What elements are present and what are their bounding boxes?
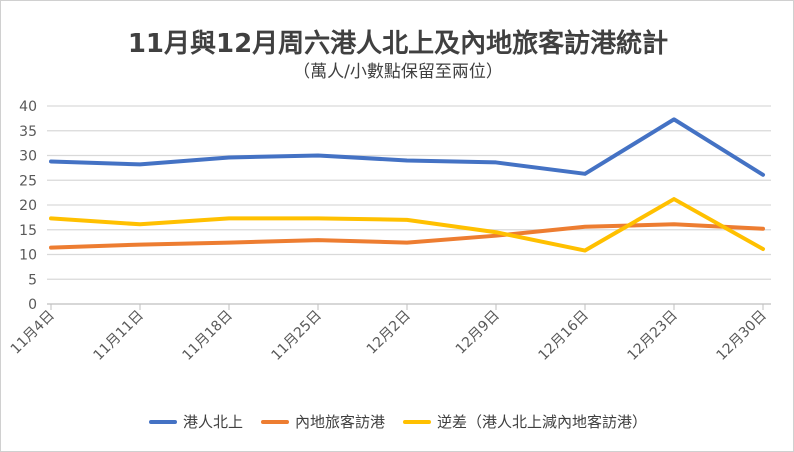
legend-swatch — [403, 419, 431, 424]
legend-item: 港人北上 — [148, 411, 243, 432]
legend-label: 逆差（港人北上減內地客訪港） — [437, 413, 648, 431]
x-tick-label: 12月30日 — [714, 308, 770, 364]
x-tick-label: 11月4日 — [8, 308, 58, 358]
x-tick-label: 12月16日 — [536, 308, 592, 364]
x-tick-label: 11月18日 — [180, 308, 236, 364]
x-tick-label: 12月23日 — [625, 308, 681, 364]
series-line-0 — [49, 117, 765, 177]
y-tick-label: 5 — [28, 272, 37, 288]
legend-item: 內地旅客訪港 — [260, 411, 385, 432]
y-tick-label: 35 — [19, 124, 37, 140]
y-tick-label: 0 — [28, 297, 37, 313]
x-tick-label: 11月25日 — [269, 308, 325, 364]
y-tick-label: 10 — [19, 248, 37, 264]
x-tick-label: 11月11日 — [91, 308, 147, 364]
x-tick-label: 12月9日 — [453, 308, 503, 358]
y-tick-label: 30 — [19, 149, 37, 165]
legend-label: 內地旅客訪港 — [294, 413, 385, 431]
legend-label: 港人北上 — [182, 413, 243, 431]
x-tick-label: 12月2日 — [364, 308, 414, 358]
series-line-1 — [49, 222, 765, 250]
y-tick-label: 25 — [19, 173, 37, 189]
legend-swatch — [148, 419, 177, 424]
chart-title: 11月與12月周六港人北上及內地旅客訪港統計 — [127, 29, 669, 59]
legend-item: 逆差（港人北上減內地客訪港） — [403, 411, 647, 432]
legend: 港人北上 內地旅客訪港 逆差（港人北上減內地客訪港） — [1, 411, 793, 432]
y-tick-label: 40 — [19, 99, 37, 115]
y-tick-label: 20 — [19, 198, 37, 214]
y-tick-label: 15 — [19, 223, 37, 239]
chart-subtitle: （萬人/小數點保留至兩位） — [293, 62, 503, 82]
legend-swatch — [260, 419, 289, 424]
